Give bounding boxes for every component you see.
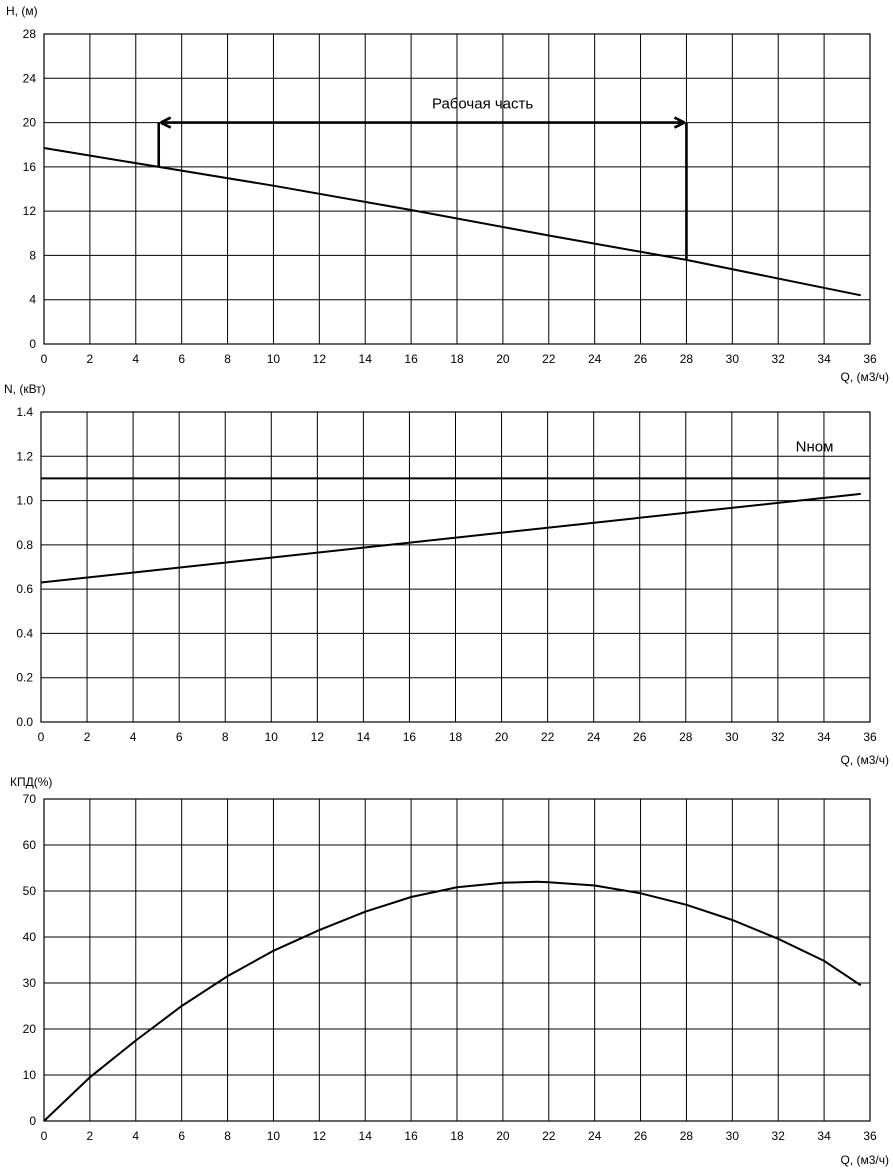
working-range-arrowhead-left: [160, 116, 172, 129]
efficiency-plot-frame: [43, 798, 871, 1122]
head-y-tick-label: 24: [23, 71, 37, 85]
power-x-tick-label: 4: [130, 730, 137, 744]
head-x-tick-label: 4: [132, 352, 139, 366]
head-y-tick-label: 0: [29, 337, 36, 351]
head-x-tick-label: 12: [313, 352, 327, 366]
head-x-axis-label: Q, (м3/ч): [840, 370, 889, 384]
working-range-label: Рабочая часть: [432, 96, 533, 113]
power-y-tick-label: 0.6: [16, 582, 33, 596]
power-y-tick-label: 0.0: [16, 715, 33, 729]
head-x-tick-label: 32: [772, 352, 786, 366]
efficiency-x-tick-label: 32: [772, 1129, 786, 1143]
efficiency-x-tick-label: 30: [726, 1129, 740, 1143]
head-y-tick-label: 4: [29, 293, 36, 307]
power-x-tick-label: 30: [725, 730, 739, 744]
efficiency-y-tick-label: 50: [23, 884, 37, 898]
power-x-tick-label: 34: [817, 730, 831, 744]
head-y-tick-label: 8: [29, 248, 36, 262]
power-y-tick-label: 0.4: [16, 626, 33, 640]
head-x-tick-label: 6: [178, 352, 185, 366]
head-x-tick-label: 22: [542, 352, 556, 366]
power-x-tick-label: 24: [587, 730, 601, 744]
power-x-tick-label: 16: [403, 730, 417, 744]
power-x-tick-label: 36: [863, 730, 877, 744]
efficiency-x-tick-label: 6: [178, 1129, 185, 1143]
efficiency-x-tick-label: 20: [496, 1129, 510, 1143]
head-x-tick-label: 18: [450, 352, 464, 366]
efficiency-y-tick-label: 30: [23, 976, 37, 990]
head-x-tick-label: 8: [224, 352, 231, 366]
head-x-tick-label: 20: [496, 352, 510, 366]
power-y-tick-label: 0.2: [16, 671, 33, 685]
head-y-tick-label: 20: [23, 116, 37, 130]
efficiency-series-line-0: [43, 880, 862, 1122]
power-x-tick-label: 10: [265, 730, 279, 744]
efficiency-x-tick-label: 0: [41, 1129, 48, 1143]
power-series-line-0: [40, 492, 861, 584]
head-x-tick-label: 24: [588, 352, 602, 366]
power-x-tick-label: 8: [222, 730, 229, 744]
efficiency-x-tick-label: 12: [313, 1129, 327, 1143]
head-x-tick-label: 10: [267, 352, 281, 366]
head-plot-frame: [43, 33, 871, 345]
efficiency-x-tick-label: 2: [87, 1129, 94, 1143]
power-y-axis-label: N, (кВт): [4, 382, 46, 396]
power-x-tick-label: 14: [357, 730, 371, 744]
efficiency-y-tick-label: 40: [23, 930, 37, 944]
efficiency-x-tick-label: 16: [404, 1129, 418, 1143]
head-x-tick-label: 2: [87, 352, 94, 366]
power-x-tick-label: 28: [679, 730, 693, 744]
efficiency-x-tick-label: 18: [450, 1129, 464, 1143]
power-x-tick-label: 22: [541, 730, 555, 744]
head-y-tick-label: 16: [23, 160, 37, 174]
head-y-axis-label: H, (м): [6, 4, 38, 18]
efficiency-x-tick-label: 22: [542, 1129, 556, 1143]
head-x-tick-label: 34: [817, 352, 831, 366]
power-x-tick-label: 2: [84, 730, 91, 744]
power-y-tick-label: 0.8: [16, 538, 33, 552]
head-x-tick-label: 0: [41, 352, 48, 366]
head-x-tick-label: 26: [634, 352, 648, 366]
efficiency-x-tick-label: 10: [267, 1129, 281, 1143]
power-x-axis-label: Q, (м3/ч): [840, 753, 889, 767]
efficiency-y-tick-label: 70: [23, 792, 37, 806]
efficiency-y-tick-label: 10: [23, 1068, 37, 1082]
power-plot-frame: [40, 411, 871, 723]
head-x-tick-label: 36: [863, 352, 877, 366]
efficiency-x-tick-label: 36: [863, 1129, 877, 1143]
nominal-power-label: Nном: [796, 438, 834, 455]
efficiency-y-axis-label: КПД(%): [10, 775, 52, 789]
power-y-tick-label: 1.4: [16, 405, 33, 419]
power-y-tick-label: 1.2: [16, 449, 33, 463]
efficiency-x-tick-label: 26: [634, 1129, 648, 1143]
power-x-tick-label: 20: [495, 730, 509, 744]
power-x-tick-label: 26: [633, 730, 647, 744]
efficiency-x-tick-label: 4: [132, 1129, 139, 1143]
head-x-tick-label: 16: [404, 352, 418, 366]
head-x-tick-label: 30: [726, 352, 740, 366]
power-x-tick-label: 0: [38, 730, 45, 744]
power-x-tick-label: 12: [311, 730, 325, 744]
efficiency-x-tick-label: 8: [224, 1129, 231, 1143]
head-y-tick-label: 28: [23, 27, 37, 41]
efficiency-y-tick-label: 20: [23, 1022, 37, 1036]
efficiency-x-tick-label: 14: [359, 1129, 373, 1143]
power-x-tick-label: 6: [176, 730, 183, 744]
efficiency-x-tick-label: 34: [817, 1129, 831, 1143]
power-y-tick-label: 1.0: [16, 494, 33, 508]
working-range-arrowhead-right: [673, 116, 686, 129]
head-y-tick-label: 12: [23, 204, 37, 218]
head-x-tick-label: 14: [359, 352, 373, 366]
efficiency-y-tick-label: 60: [23, 838, 37, 852]
power-x-tick-label: 18: [449, 730, 463, 744]
efficiency-x-tick-label: 24: [588, 1129, 602, 1143]
power-x-tick-label: 32: [771, 730, 785, 744]
efficiency-x-tick-label: 28: [680, 1129, 694, 1143]
efficiency-x-axis-label: Q, (м3/ч): [840, 1153, 889, 1167]
head-x-tick-label: 28: [680, 352, 694, 366]
head-series-line-0: [43, 147, 861, 297]
efficiency-y-tick-label: 0: [29, 1114, 36, 1128]
